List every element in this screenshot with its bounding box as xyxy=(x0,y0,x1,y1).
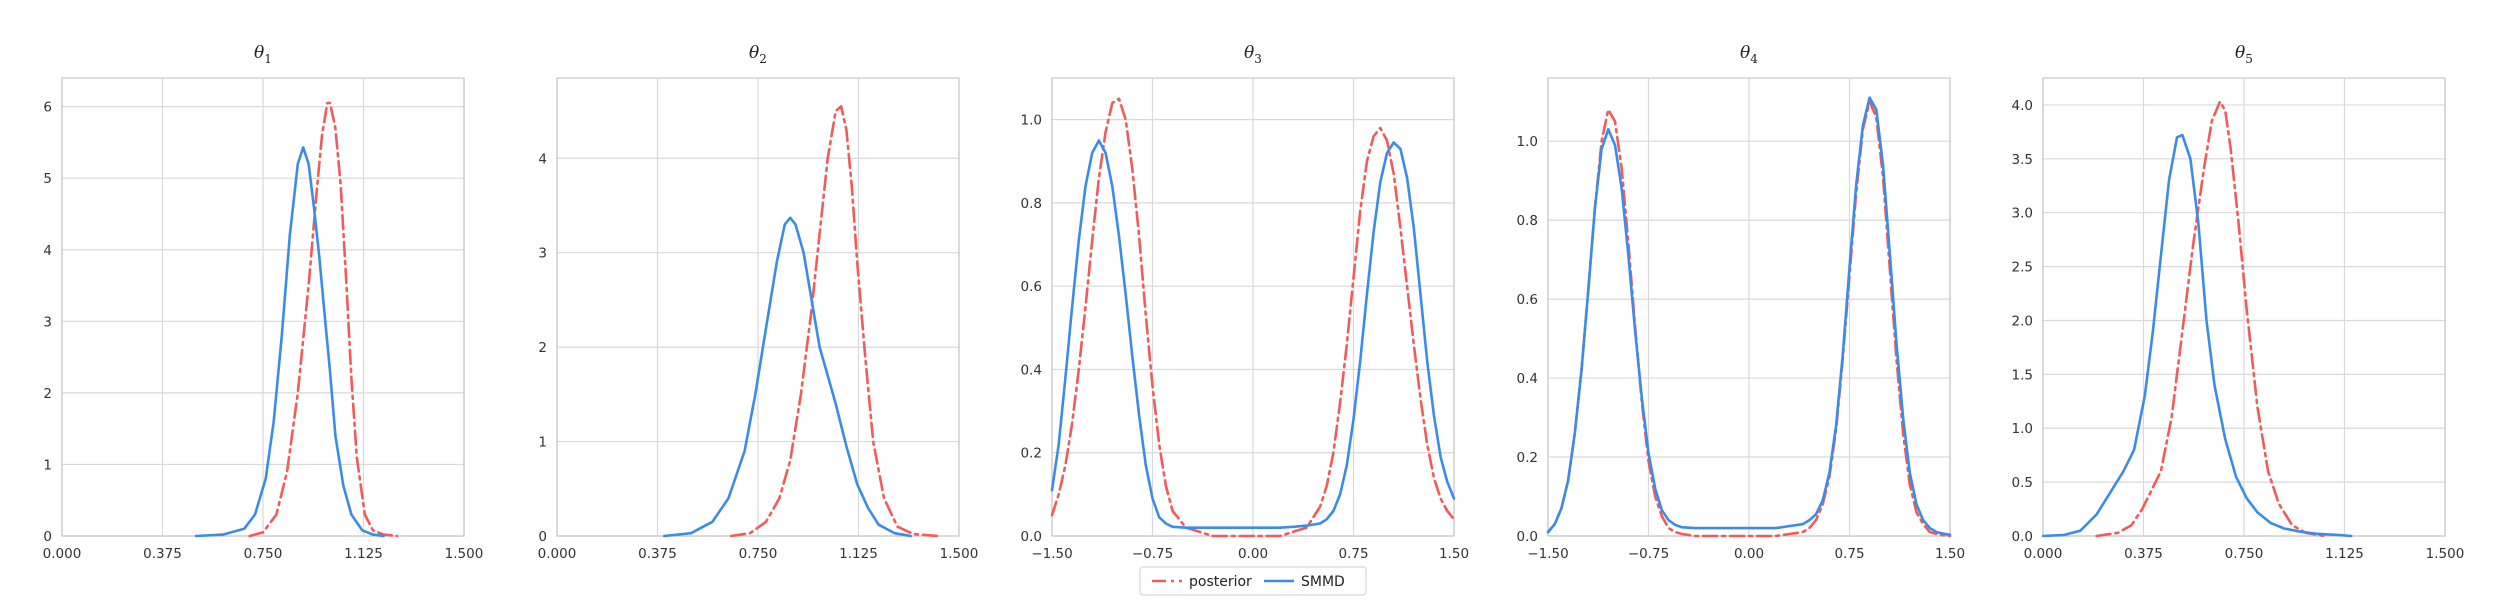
series-line-posterior xyxy=(729,105,939,538)
y-tick-label: 0.6 xyxy=(1517,292,1538,308)
x-tick-label: −0.75 xyxy=(1628,546,1669,562)
panel-title-symbol: θ xyxy=(254,43,264,63)
x-tick-label: 1.500 xyxy=(940,546,979,562)
panel-title-symbol: θ xyxy=(2235,43,2245,63)
y-tick-label: 0.8 xyxy=(1517,213,1538,229)
x-tick-label: 1.125 xyxy=(839,546,878,562)
y-tick-label: 4 xyxy=(43,243,52,259)
x-tick-label: 0.000 xyxy=(43,546,82,562)
panel-title-symbol: θ xyxy=(1740,43,1750,63)
x-tick-label: 1.500 xyxy=(2426,546,2465,562)
y-tick-label: 0.2 xyxy=(1517,450,1538,466)
x-tick-label: 0.00 xyxy=(1734,546,1764,562)
y-tick-label: 6 xyxy=(43,100,52,116)
x-tick-label: 0.375 xyxy=(638,546,677,562)
panel-3: −1.50 −0.75 0.00 0.75 1.50 0.0 0.2 0.4 0.6 0.8 1.0… xyxy=(1021,43,1470,562)
panel-title: θ5 xyxy=(2235,43,2253,66)
panel-4: −1.50 −0.75 0.00 0.75 1.50 0.0 0.2 0.4 0.6 0.8 1.0… xyxy=(1517,43,1966,562)
panel-title: θ1 xyxy=(254,43,272,66)
x-tick-label: 0.750 xyxy=(2225,546,2264,562)
y-tick-label: 3.0 xyxy=(2012,206,2033,222)
x-tick-label: −1.50 xyxy=(1031,546,1072,562)
y-tick-label: 4.0 xyxy=(2012,98,2033,114)
y-tick-label: 2 xyxy=(538,340,547,356)
x-tick-label: 1.125 xyxy=(2325,546,2364,562)
y-tick-label: 0.8 xyxy=(1021,196,1042,212)
x-tick-label: 0.375 xyxy=(143,546,182,562)
x-tick-label: 0.750 xyxy=(739,546,778,562)
y-tick-label: 0.0 xyxy=(2012,529,2033,545)
y-tick-label: 0.6 xyxy=(1021,279,1042,295)
series-line-posterior xyxy=(1050,97,1456,538)
x-tick-label: −1.50 xyxy=(1527,546,1568,562)
x-tick-label: 0.750 xyxy=(244,546,283,562)
panel-title-subscript: 5 xyxy=(2245,52,2253,66)
y-tick-label: 3.5 xyxy=(2012,152,2033,168)
y-tick-label: 1 xyxy=(43,457,52,473)
legend-label-posterior: posterior xyxy=(1189,574,1252,590)
panel-title-subscript: 2 xyxy=(759,52,767,66)
x-tick-label: 1.50 xyxy=(1439,546,1469,562)
series-line-posterior xyxy=(2095,100,2326,538)
y-tick-label: 0.4 xyxy=(1517,371,1538,387)
x-tick-label: 0.000 xyxy=(538,546,577,562)
panel-title-subscript: 4 xyxy=(1750,52,1758,66)
x-tick-label: 0.375 xyxy=(2124,546,2163,562)
y-tick-label: 4 xyxy=(538,151,547,167)
series-line-smmd xyxy=(194,146,385,538)
x-tick-label: 1.50 xyxy=(1935,546,1965,562)
y-tick-label: 0 xyxy=(538,529,547,545)
plot-frame xyxy=(2042,77,2446,537)
y-tick-label: 3 xyxy=(538,246,547,262)
panel-title-symbol: θ xyxy=(1244,43,1254,63)
series-line-smmd xyxy=(1546,96,1952,537)
x-tick-label: −0.75 xyxy=(1132,546,1173,562)
y-tick-label: 0.5 xyxy=(2012,475,2033,491)
series-line-posterior xyxy=(1546,100,1952,538)
x-tick-label: 0.00 xyxy=(1238,546,1268,562)
series-line-smmd xyxy=(1050,139,1456,530)
y-tick-label: 1.0 xyxy=(2012,421,2033,437)
legend-label-smmd: SMMD xyxy=(1301,574,1345,590)
y-tick-label: 2.5 xyxy=(2012,260,2033,276)
panel-title-subscript: 1 xyxy=(264,52,272,66)
y-tick-label: 2 xyxy=(43,386,52,402)
y-tick-label: 0.4 xyxy=(1021,362,1042,378)
legend-frame xyxy=(1139,566,1367,596)
panel-5: 0.000 0.375 0.750 1.125 1.500 0.0 0.5 1.0 1.5 2.0… xyxy=(2012,43,2465,562)
y-tick-label: 1.0 xyxy=(1517,134,1538,150)
y-tick-label: 1.5 xyxy=(2012,367,2033,383)
y-tick-label: 2.0 xyxy=(2012,313,2033,329)
x-tick-label: 0.000 xyxy=(2024,546,2063,562)
y-tick-label: 0.0 xyxy=(1517,529,1538,545)
x-tick-label: 1.500 xyxy=(445,546,484,562)
legend: posterior SMMD xyxy=(1139,566,1367,596)
y-tick-label: 3 xyxy=(43,314,52,330)
y-tick-label: 1.0 xyxy=(1021,113,1042,129)
panel-title-subscript: 3 xyxy=(1254,52,1262,66)
y-tick-label: 1 xyxy=(538,435,547,451)
series-line-posterior xyxy=(248,101,399,538)
panel-title-symbol: θ xyxy=(749,43,759,63)
y-tick-label: 5 xyxy=(43,171,52,187)
x-tick-label: 0.75 xyxy=(1834,546,1864,562)
plot-frame xyxy=(556,77,960,537)
series-line-smmd xyxy=(662,216,913,538)
x-tick-label: 0.75 xyxy=(1338,546,1368,562)
x-tick-label: 1.125 xyxy=(344,546,383,562)
panel-title: θ3 xyxy=(1244,43,1262,66)
y-tick-label: 0.0 xyxy=(1021,529,1042,545)
panel-title: θ2 xyxy=(749,43,767,66)
y-tick-label: 0.2 xyxy=(1021,446,1042,462)
panel-title: θ4 xyxy=(1740,43,1758,66)
y-tick-label: 0 xyxy=(43,529,52,545)
series-line-smmd xyxy=(2041,133,2353,538)
plot-frame xyxy=(61,77,465,537)
